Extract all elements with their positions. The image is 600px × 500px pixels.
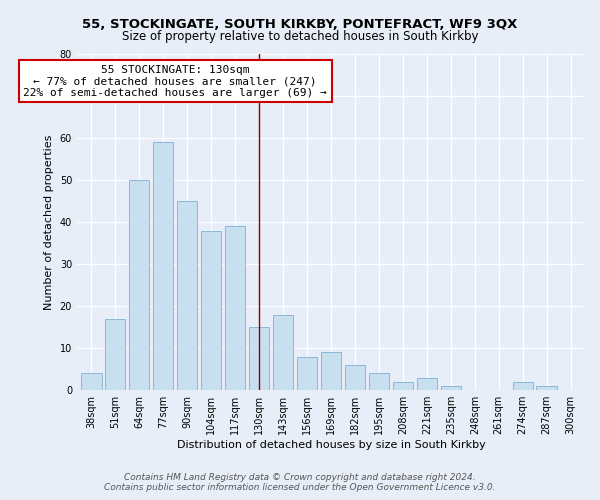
Bar [536, 386, 557, 390]
Bar [345, 365, 365, 390]
Bar [105, 319, 125, 390]
Bar [369, 374, 389, 390]
Bar [201, 230, 221, 390]
Bar [153, 142, 173, 390]
Bar [297, 356, 317, 390]
Y-axis label: Number of detached properties: Number of detached properties [44, 134, 54, 310]
Bar [249, 327, 269, 390]
Bar [225, 226, 245, 390]
Bar [81, 374, 101, 390]
Text: Contains HM Land Registry data © Crown copyright and database right 2024.
Contai: Contains HM Land Registry data © Crown c… [104, 473, 496, 492]
X-axis label: Distribution of detached houses by size in South Kirkby: Distribution of detached houses by size … [176, 440, 485, 450]
Text: 55, STOCKINGATE, SOUTH KIRKBY, PONTEFRACT, WF9 3QX: 55, STOCKINGATE, SOUTH KIRKBY, PONTEFRAC… [82, 18, 518, 30]
Text: 55 STOCKINGATE: 130sqm
← 77% of detached houses are smaller (247)
22% of semi-de: 55 STOCKINGATE: 130sqm ← 77% of detached… [23, 64, 327, 98]
Bar [321, 352, 341, 390]
Bar [129, 180, 149, 390]
Bar [416, 378, 437, 390]
Bar [512, 382, 533, 390]
Bar [177, 201, 197, 390]
Bar [273, 314, 293, 390]
Text: Size of property relative to detached houses in South Kirkby: Size of property relative to detached ho… [122, 30, 478, 43]
Bar [392, 382, 413, 390]
Bar [440, 386, 461, 390]
